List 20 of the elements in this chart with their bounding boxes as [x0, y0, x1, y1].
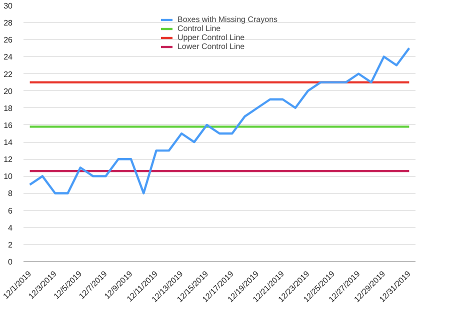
- y-tick-label: 10: [4, 172, 14, 182]
- y-tick-label: 14: [4, 138, 14, 148]
- y-tick-label: 20: [4, 86, 14, 96]
- y-tick-label: 4: [8, 223, 14, 232]
- y-tick-label: 16: [4, 120, 14, 130]
- y-tick-label: 6: [8, 206, 14, 216]
- y-tick-label: 24: [4, 52, 14, 62]
- legend-label: Lower Control Line: [177, 42, 245, 51]
- y-tick-label: 0: [8, 258, 14, 266]
- y-tick-label: 12: [4, 155, 14, 164]
- y-tick-label: 8: [8, 189, 14, 198]
- y-tick-label: 2: [8, 240, 14, 250]
- y-tick-label: 28: [4, 18, 14, 28]
- legend-label: Control Line: [177, 24, 221, 33]
- legend-label: Boxes with Missing Crayons: [177, 15, 278, 24]
- y-tick-label: 18: [4, 104, 14, 113]
- y-tick-label: 30: [4, 2, 14, 10]
- y-tick-label: 22: [4, 70, 14, 79]
- y-tick-label: 26: [4, 36, 14, 45]
- legend-label: Upper Control Line: [177, 33, 245, 42]
